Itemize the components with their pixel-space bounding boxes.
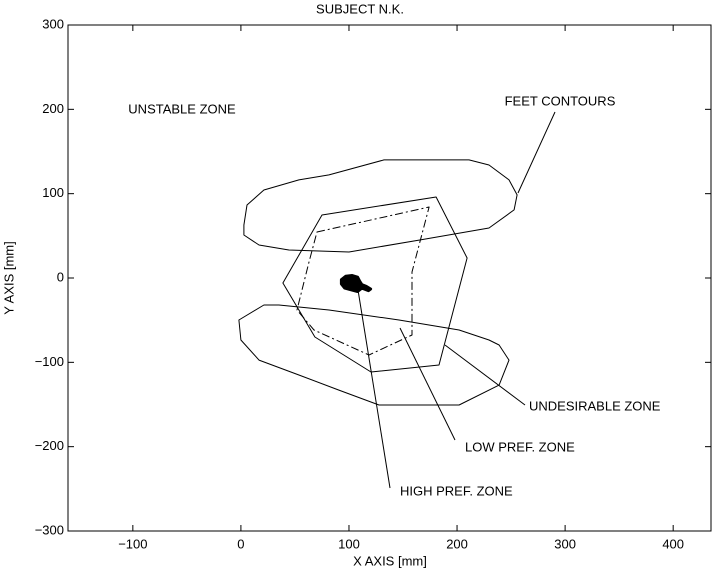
zone-outline xyxy=(243,159,518,253)
y-tick-label: −100 xyxy=(35,354,64,369)
leader-line xyxy=(444,344,526,406)
leader-line xyxy=(517,111,556,194)
y-tick-label: 100 xyxy=(42,185,64,200)
x-tick-label: 100 xyxy=(338,536,360,551)
annotation: HIGH PREF. ZONE xyxy=(400,483,513,498)
zone-outline xyxy=(296,206,430,356)
x-tick-label: −100 xyxy=(118,536,147,551)
x-tick-label: 0 xyxy=(237,536,244,551)
y-tick-label: 300 xyxy=(42,16,64,31)
annotation: UNDESIRABLE ZONE xyxy=(529,398,661,413)
chart-title: SUBJECT N.K. xyxy=(316,1,404,16)
zone-outline xyxy=(282,196,468,373)
y-tick-label: −200 xyxy=(35,438,64,453)
annotation: FEET CONTOURS xyxy=(505,93,616,108)
y-tick-label: −300 xyxy=(35,522,64,537)
y-tick-label: 0 xyxy=(57,269,64,284)
y-axis-label: Y AXIS [mm] xyxy=(1,241,16,314)
x-axis-label: X AXIS [mm] xyxy=(353,553,427,568)
y-tick-label: 200 xyxy=(42,101,64,116)
leader-line xyxy=(399,327,456,441)
x-tick-label: 400 xyxy=(662,536,684,551)
sway-trace xyxy=(339,274,373,293)
x-tick-label: 300 xyxy=(554,536,576,551)
annotation: LOW PREF. ZONE xyxy=(465,439,575,454)
annotation: UNSTABLE ZONE xyxy=(128,101,236,116)
leader-line xyxy=(357,289,391,489)
x-tick-label: 200 xyxy=(446,536,468,551)
